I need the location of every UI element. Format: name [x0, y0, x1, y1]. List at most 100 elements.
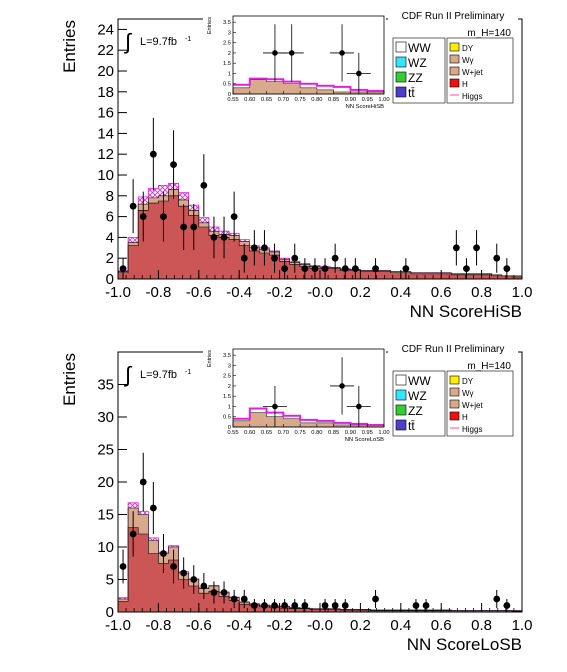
inset-y-tick-label: 0.5: [223, 82, 231, 88]
data-point: [200, 182, 208, 189]
x-tick-label: -0.2: [267, 284, 293, 301]
inset-x-tick-label: 1.00: [378, 97, 389, 103]
legend-swatch: [449, 399, 460, 409]
legend-swatch: [449, 387, 460, 397]
data-point: [210, 589, 218, 596]
legend-label: W+jet: [462, 68, 483, 77]
data-point: [473, 244, 480, 252]
lumi-exponent: -1: [185, 36, 191, 43]
inset-x-tick-label: 0.60: [244, 97, 255, 103]
inset-x-tick-label: 0.95: [362, 430, 373, 436]
x-tick-label: 0.4: [390, 284, 411, 301]
chart-title: CDF Run II Preliminary: [402, 11, 505, 22]
data-point: [261, 602, 268, 609]
inset-y-tick-label: 3: [228, 30, 231, 36]
legend-label: ZZ: [408, 71, 423, 85]
x-tick-label: -0.8: [145, 284, 171, 301]
legend-swatch: [449, 78, 460, 88]
lumi-exponent: -1: [185, 369, 191, 376]
data-point: [463, 265, 470, 272]
inset-frame: [232, 15, 385, 95]
x-axis-title: NN ScoreLoSB: [407, 635, 522, 654]
x-tick-label: 0.8: [471, 617, 492, 634]
x-tick-label: 0.4: [390, 617, 411, 634]
legend-label: WW: [408, 41, 431, 55]
y-tick-label: 0: [106, 604, 114, 621]
legend-label: H: [462, 413, 468, 422]
x-tick-label: -1.0: [105, 284, 131, 301]
inset-x-tick-label: 0.95: [362, 97, 373, 103]
data-point: [129, 530, 137, 538]
inset-x-tick-label: 0.80: [311, 430, 322, 436]
data-point: [452, 244, 460, 252]
inset-data-point: [339, 383, 345, 389]
inset-data-point: [272, 50, 278, 56]
inset-data-point: [356, 70, 362, 77]
x-tick-label: 0.6: [431, 617, 452, 634]
inset-x-tick-label: 0.85: [328, 97, 339, 103]
data-point: [271, 254, 278, 262]
inset-x-tick-label: 0.65: [261, 430, 272, 436]
legend-label: tt̄: [408, 419, 415, 433]
x-axis-title: NN ScoreHiSB: [410, 302, 522, 321]
y-axis-title: Entries: [60, 20, 79, 73]
data-point: [331, 602, 339, 609]
x-tick-label: -1.0: [105, 617, 131, 634]
inset-y-tick-label: 0.5: [223, 415, 231, 421]
data-point: [250, 602, 258, 609]
y-tick-label: 16: [97, 105, 114, 122]
y-tick-label: 8: [106, 188, 114, 205]
data-point: [149, 150, 157, 158]
data-point: [220, 234, 228, 241]
x-tick-label: -0.0: [307, 617, 333, 634]
inset-y-tick-label: 3.5: [223, 353, 231, 359]
data-point: [119, 563, 127, 570]
y-tick-label: 20: [97, 474, 114, 491]
x-tick-label: -0.4: [226, 617, 252, 634]
inset-frame: [232, 348, 385, 428]
inset-y-tick-label: 1.5: [223, 394, 231, 400]
inset-y-tick-label: 2.5: [223, 374, 231, 380]
data-point: [412, 602, 420, 609]
legend-swatch: [395, 71, 407, 83]
inset-x-tick-label: 0.60: [244, 430, 255, 436]
lumi-label: L=9.7fb: [140, 36, 177, 48]
inset-y-tick-label: 1: [228, 404, 231, 410]
data-point: [210, 234, 218, 241]
data-point: [170, 563, 177, 570]
data-point: [311, 265, 319, 272]
inset-x-tick-label: 0.90: [345, 97, 356, 103]
y-tick-label: 0: [106, 271, 114, 288]
y-tick-label: 35: [97, 377, 114, 394]
integral-sign: ∫: [123, 362, 133, 387]
data-point: [503, 602, 511, 609]
inset-y-tick-label: 1.5: [223, 61, 231, 67]
data-point: [291, 602, 299, 609]
data-point: [493, 254, 501, 262]
y-tick-label: 15: [97, 507, 114, 524]
inset-y-tick-label: 3: [228, 363, 231, 369]
legend-label: W+jet: [462, 401, 483, 410]
mass-label: m_H=140: [467, 28, 511, 39]
title-box: [388, 8, 518, 22]
legend-swatch: [395, 56, 407, 68]
data-point: [321, 265, 329, 272]
inset-x-tick-label: 0.90: [345, 430, 356, 436]
x-tick-label: 0.2: [350, 284, 371, 301]
data-point: [119, 265, 127, 272]
data-point: [503, 265, 511, 272]
data-point: [230, 595, 238, 603]
panel-1: -1.0 -0.8 -0.6 -0.4 -0.2 -0.0 0.2 0.4 0.6 0.8 1.00…: [60, 8, 532, 321]
inset-signal-line: [233, 77, 384, 92]
inset-data-point: [356, 403, 362, 410]
legend-label: Wγ: [462, 389, 474, 398]
y-axis-title: Entries: [60, 353, 79, 406]
inset-x-tick-label: 0.85: [328, 430, 339, 436]
y-tick-label: 10: [97, 539, 114, 556]
legend-label: H: [462, 80, 468, 89]
y-tick-label: 18: [97, 84, 114, 101]
data-point: [139, 478, 147, 486]
legend-label: Wγ: [462, 56, 474, 65]
inset-signal-line: [233, 407, 384, 426]
